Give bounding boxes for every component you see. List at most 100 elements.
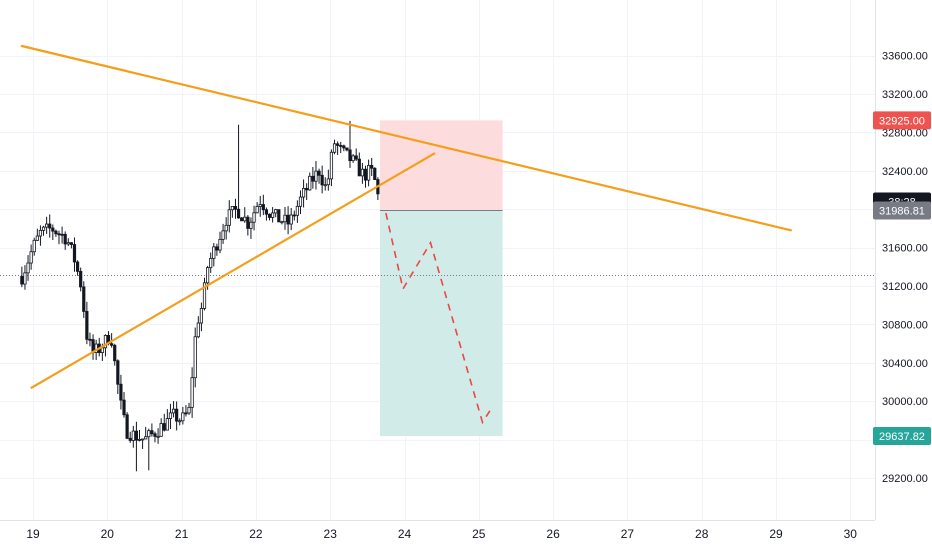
candle-body — [41, 226, 46, 231]
take-profit-badge-label: 29637.82 — [879, 431, 925, 443]
candle-body — [29, 251, 33, 264]
candle-body — [122, 399, 126, 416]
candle-body — [271, 212, 275, 218]
candle-body — [289, 214, 293, 225]
candle-body — [206, 267, 210, 284]
candle-body — [45, 223, 49, 228]
candlestick-series — [20, 120, 380, 472]
price-tick-label: 31600.00 — [882, 243, 928, 255]
candle-body — [63, 233, 67, 245]
candle-body — [110, 343, 114, 346]
candle-body — [373, 167, 377, 180]
candle-body — [209, 258, 213, 269]
candle-body — [258, 204, 262, 207]
candle-body — [181, 412, 185, 422]
candle-body — [23, 272, 27, 285]
risk-zone[interactable] — [379, 120, 503, 211]
candle-body — [345, 147, 349, 151]
time-tick-label: 30 — [844, 527, 858, 541]
descending-resistance-trendline[interactable] — [20, 44, 792, 232]
candle-body — [57, 233, 61, 236]
candle-body — [218, 238, 222, 251]
candle-body — [274, 209, 278, 214]
candle-body — [339, 145, 343, 147]
candle-body — [156, 435, 160, 438]
candle-body — [370, 165, 374, 169]
candle-body — [51, 227, 55, 232]
candle-body — [48, 223, 52, 229]
candle-body — [267, 213, 272, 218]
candle-body — [363, 168, 368, 181]
candle-body — [128, 437, 132, 441]
time-tick-label: 29 — [769, 527, 783, 541]
price-axis-background — [875, 0, 932, 550]
candle-body — [175, 408, 179, 422]
candle-body — [286, 214, 290, 225]
candle-body — [243, 216, 247, 222]
price-tick-label: 32400.00 — [882, 166, 928, 178]
time-tick-label: 27 — [621, 527, 635, 541]
time-tick-label: 28 — [695, 527, 709, 541]
candle-body — [82, 286, 86, 312]
candle-body — [144, 436, 148, 440]
candle-body — [301, 187, 306, 198]
time-axis[interactable]: 19 20 21 22 23 24 25 26 27 28 29 30 — [26, 527, 857, 541]
candle-body — [134, 430, 139, 441]
candle-body — [317, 170, 321, 176]
candle-body — [66, 242, 70, 245]
price-tick-label: 29200.00 — [882, 473, 928, 485]
candle-body — [178, 420, 182, 423]
stop-loss-badge-label: 32925.00 — [879, 115, 925, 127]
candle-body — [320, 174, 324, 186]
candle-body — [103, 335, 108, 349]
time-tick-label: 22 — [249, 527, 263, 541]
current-price-badge-label: 31986.81 — [879, 205, 925, 217]
time-tick-label: 25 — [472, 527, 486, 541]
candle-body — [212, 246, 216, 259]
candle-body — [113, 344, 117, 362]
candle-body — [277, 209, 281, 223]
time-tick-label: 26 — [546, 527, 560, 541]
candle-body — [38, 229, 43, 237]
candle-body — [202, 282, 207, 309]
candle-body — [26, 262, 30, 274]
candle-body — [199, 308, 204, 324]
candle-body — [323, 184, 327, 187]
short-position-tool[interactable] — [379, 120, 503, 436]
ascending-support-trendline[interactable] — [30, 152, 436, 389]
candle-body — [150, 430, 154, 435]
projection-path[interactable] — [385, 212, 491, 425]
projection-line[interactable] — [385, 212, 491, 425]
candle-body — [249, 221, 253, 229]
candle-body — [165, 418, 169, 431]
candle-body — [354, 155, 358, 160]
price-tick-label: 30800.00 — [882, 319, 928, 331]
candle-body — [137, 439, 142, 441]
candle-body — [119, 383, 123, 401]
candle-body — [224, 224, 228, 232]
price-tick-label: 30000.00 — [882, 396, 928, 408]
candle-body — [236, 208, 241, 219]
trendline-group[interactable] — [20, 44, 792, 389]
candle-body — [336, 143, 340, 146]
reward-zone[interactable] — [379, 210, 503, 436]
current-price-badge — [873, 201, 931, 220]
price-tick-label: 30400.00 — [882, 358, 928, 370]
candle-body — [308, 175, 312, 191]
candle-body — [100, 347, 104, 354]
stop-loss-badge — [873, 111, 931, 130]
candle-body — [88, 338, 92, 341]
candle-body — [264, 209, 269, 215]
candle-body — [280, 221, 284, 224]
price-tick-label: 31200.00 — [882, 281, 928, 293]
candle-body — [162, 423, 166, 431]
candle-body — [153, 433, 157, 437]
candle-body — [230, 206, 234, 211]
candle-body — [131, 430, 135, 441]
time-tick-label: 23 — [324, 527, 338, 541]
candle-body — [193, 336, 197, 379]
candle-body — [240, 217, 244, 222]
